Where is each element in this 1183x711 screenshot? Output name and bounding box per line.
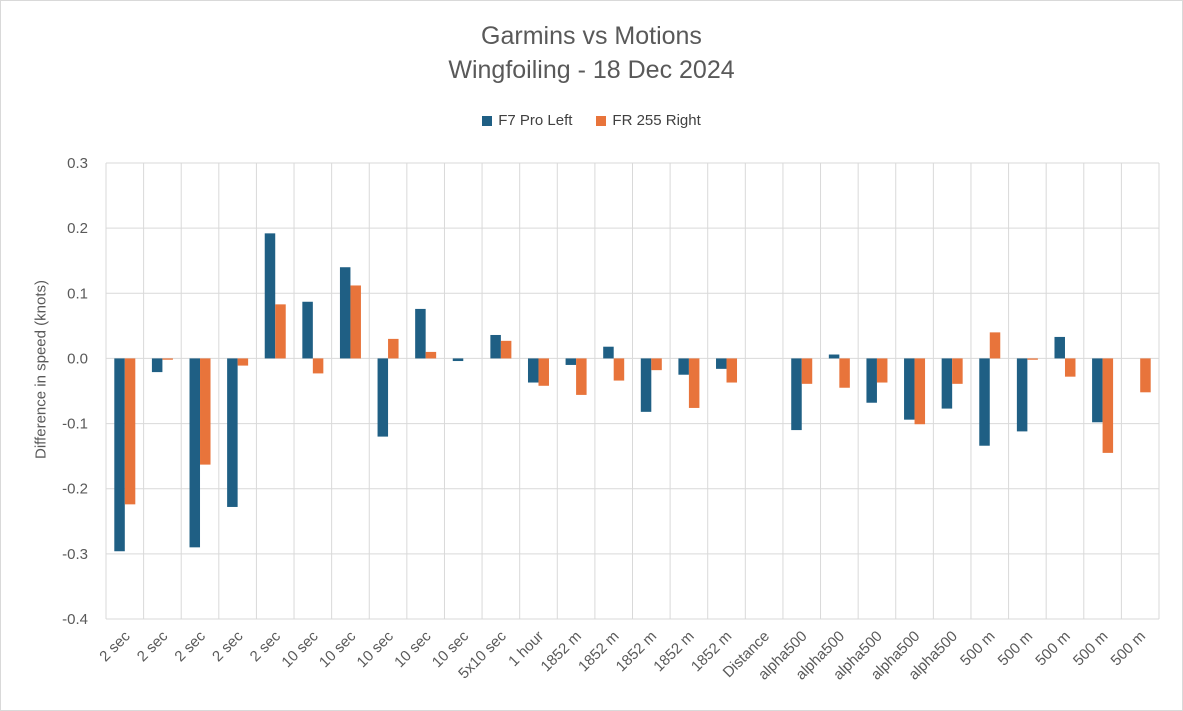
bar-series-2 <box>688 358 700 408</box>
x-tick-label: 10 sec <box>391 627 435 671</box>
bar-series-1 <box>979 358 990 446</box>
bar-series-2 <box>388 338 399 359</box>
bar-series-2 <box>1140 358 1151 393</box>
bar-series-2 <box>726 358 738 383</box>
bar-series-1 <box>1016 358 1028 432</box>
bar-series-2 <box>613 358 625 381</box>
bar-series-2 <box>576 358 587 395</box>
bar-series-2 <box>275 304 286 359</box>
y-tick-label: -0.2 <box>62 481 88 498</box>
x-tick-label: 500 m <box>1032 628 1074 670</box>
x-tick-label: 10 sec <box>316 627 360 671</box>
bar-series-1 <box>339 267 351 359</box>
x-tick-label: 2 sec <box>171 627 209 665</box>
bar-series-1 <box>377 358 389 437</box>
x-tick-label: 500 m <box>1108 628 1150 670</box>
x-tick-label: 10 sec <box>354 627 398 671</box>
legend-swatch-series-2 <box>596 115 607 126</box>
y-tick-label: 0.2 <box>67 220 88 237</box>
chart-subtitle: Wingfoiling - 18 Dec 2024 <box>448 56 735 84</box>
legend-swatch-series-1 <box>482 115 493 126</box>
bar-series-2 <box>1064 358 1076 377</box>
bar-series-1 <box>791 358 802 431</box>
y-tick-label: 0.3 <box>67 155 88 172</box>
x-tick-label: 1852 m <box>575 628 622 675</box>
bar-series-2 <box>124 358 136 505</box>
bar-series-1 <box>227 358 238 507</box>
bar-series-1 <box>603 346 614 359</box>
y-tick-label: -0.3 <box>62 546 88 563</box>
legend: F7 Pro Left FR 255 Right <box>1 112 1182 129</box>
x-tick-label: 1852 m <box>538 628 585 675</box>
bar-series-1 <box>904 358 915 420</box>
bar-series-2 <box>1027 358 1038 360</box>
x-tick-label: 2 sec <box>209 627 247 665</box>
bar-series-1 <box>189 358 201 548</box>
x-tick-label: 500 m <box>957 628 999 670</box>
bar-series-2 <box>538 358 549 386</box>
bar-series-1 <box>415 308 426 359</box>
bar-series-1 <box>452 358 464 362</box>
x-tick-label: 10 sec <box>278 627 322 671</box>
bar-series-1 <box>941 358 953 409</box>
bar-series-2 <box>914 358 926 425</box>
bar-series-1 <box>828 354 840 359</box>
bar-series-2 <box>500 340 512 359</box>
y-tick-label: 0.0 <box>67 350 88 367</box>
chart-title: Garmins vs Motions Wingfoiling - 18 Dec … <box>1 19 1182 87</box>
y-tick-label: -0.1 <box>62 416 88 433</box>
y-tick-label: -0.4 <box>62 611 88 628</box>
bar-series-2 <box>162 358 173 360</box>
bar-series-2 <box>1102 358 1114 453</box>
bar-series-2 <box>425 351 437 359</box>
bar-series-1 <box>527 358 539 383</box>
bar-series-1 <box>1092 358 1103 423</box>
legend-label-series-2: FR 255 Right <box>612 112 701 129</box>
bar-series-2 <box>350 285 361 359</box>
bar-series-2 <box>839 358 850 388</box>
legend-item-series-2: FR 255 Right <box>596 112 701 129</box>
x-tick-label: 500 m <box>995 628 1037 670</box>
bar-series-2 <box>312 358 324 374</box>
bar-series-1 <box>302 301 313 359</box>
bar-series-1 <box>151 358 163 373</box>
bar-series-2 <box>989 332 1001 359</box>
bar-series-2 <box>651 358 662 371</box>
x-tick-label: 2 sec <box>134 627 172 665</box>
bar-series-2 <box>952 358 963 384</box>
bar-series-1 <box>640 358 652 412</box>
bar-series-2 <box>876 358 888 383</box>
bar-series-1 <box>866 358 877 403</box>
bar-series-2 <box>200 358 211 465</box>
bar-series-1 <box>565 358 577 365</box>
x-tick-label: 2 sec <box>96 627 134 665</box>
x-tick-label: 500 m <box>1070 628 1112 670</box>
bar-series-1 <box>1054 336 1065 359</box>
bar-series-2 <box>237 358 249 366</box>
bar-series-1 <box>678 358 689 375</box>
bar-series-1 <box>490 334 501 359</box>
bar-series-1 <box>716 358 727 369</box>
y-tick-label: 0.1 <box>67 285 88 302</box>
legend-item-series-1: F7 Pro Left <box>482 112 572 129</box>
x-tick-label: 1852 m <box>650 628 697 675</box>
x-tick-label: 1852 m <box>613 628 660 675</box>
bar-series-2 <box>801 358 813 384</box>
bar-series-1 <box>114 358 125 552</box>
legend-label-series-1: F7 Pro Left <box>498 112 573 129</box>
chart-title-line1: Garmins vs Motions <box>481 22 702 50</box>
bar-series-1 <box>264 233 276 359</box>
